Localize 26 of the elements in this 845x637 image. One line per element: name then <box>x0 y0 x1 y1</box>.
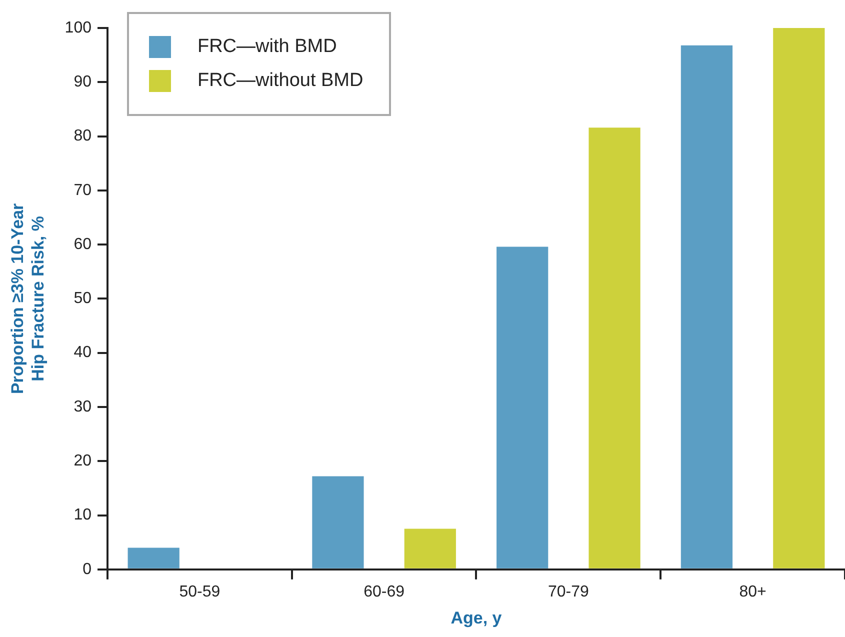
y-tick-label: 0 <box>82 560 92 578</box>
y-tick-label: 10 <box>74 506 92 524</box>
y-tick-label: 20 <box>74 452 92 470</box>
legend-label: FRC—with BMD <box>197 36 337 58</box>
y-tick-label: 30 <box>74 398 92 416</box>
y-tick-label: 90 <box>74 74 92 91</box>
y-tick-label: 100 <box>64 19 92 36</box>
y-axis-title: Proportion ≥3% 10-Year Hip Fracture Risk, % <box>8 202 48 394</box>
y-tick-label: 50 <box>74 290 92 308</box>
bar <box>128 548 180 568</box>
y-tick-label: 80 <box>74 128 92 145</box>
bar <box>773 28 825 568</box>
bar <box>496 246 548 568</box>
bar <box>588 128 640 568</box>
x-tick-label: 60-69 <box>364 583 405 600</box>
x-axis-title: Age, y <box>450 608 502 628</box>
bar <box>312 476 364 568</box>
x-tick-label: 50-59 <box>179 583 220 600</box>
bar <box>404 528 456 568</box>
bar <box>680 45 733 568</box>
y-tick-label: 60 <box>74 236 92 253</box>
legend-label: FRC—without BMD <box>197 70 364 92</box>
x-tick-label: 70-79 <box>548 583 589 600</box>
x-tick-label: 80+ <box>739 583 766 600</box>
y-tick-label: 70 <box>74 182 92 199</box>
y-tick-label: 40 <box>74 344 92 362</box>
